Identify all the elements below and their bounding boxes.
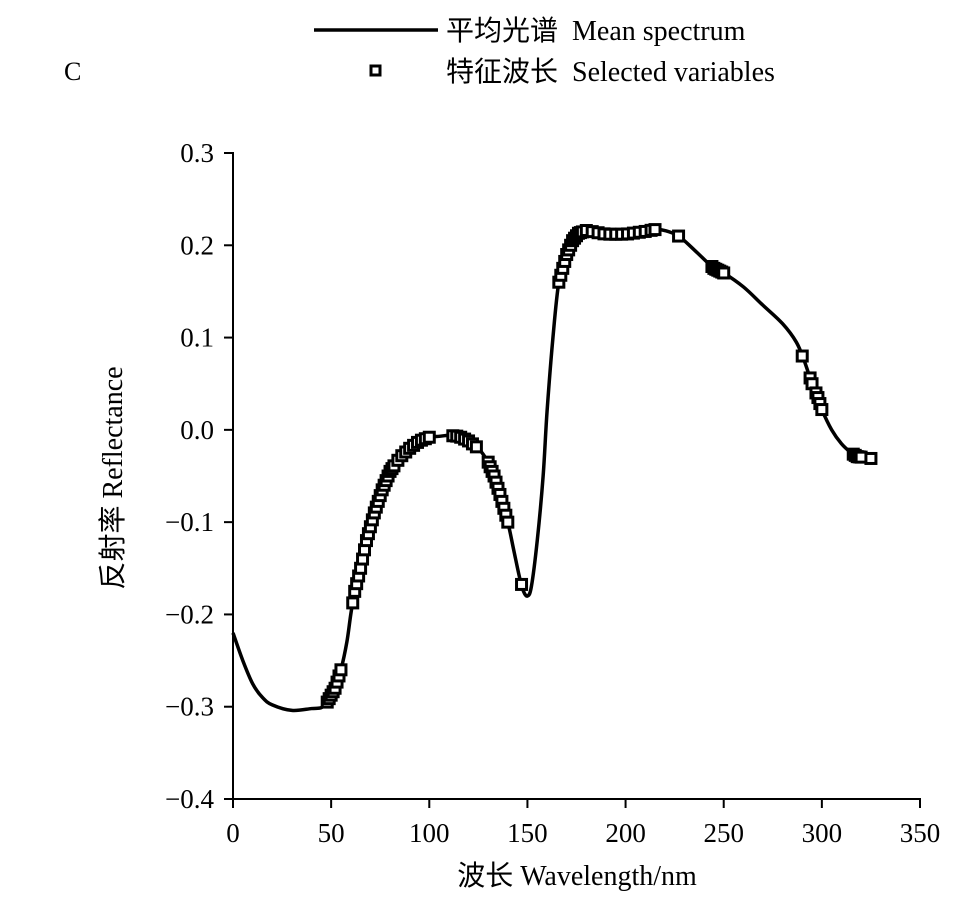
selected-variable-marker: [717, 266, 731, 280]
y-axis-label: 反射率 Reflectance: [97, 366, 129, 589]
selected-variable-marker: [672, 229, 686, 243]
legend-label-selected: 特征波长 Selected variables: [446, 56, 775, 88]
y-tick-label: 0.0: [180, 415, 214, 445]
y-tick-label: −0.1: [165, 507, 214, 537]
y-tick-label: 0.3: [180, 138, 214, 168]
selected-variable-marker: [515, 577, 529, 591]
x-tick-label: 150: [507, 818, 548, 848]
mean-spectrum-line: [231, 227, 872, 713]
x-tick-label: 300: [802, 818, 843, 848]
selected-variable-marker: [648, 223, 662, 237]
x-tick-label: 250: [703, 818, 744, 848]
x-tick-label: 200: [605, 818, 646, 848]
x-tick-label: 350: [900, 818, 941, 848]
selected-variable-marker: [346, 596, 360, 610]
legend-label-mean: 平均光谱 Mean spectrum: [446, 15, 746, 47]
y-tick-label: 0.2: [180, 230, 214, 260]
y-tick-label: 0.1: [180, 323, 214, 353]
selected-variable-marker: [795, 349, 809, 363]
selected-variable-marker: [334, 663, 348, 677]
x-tick-label: 100: [409, 818, 450, 848]
y-tick-label: −0.4: [165, 784, 214, 814]
legend: 平均光谱 Mean spectrum 特征波长 Selected variabl…: [314, 15, 775, 88]
y-tick-label: −0.3: [165, 692, 214, 722]
legend-marker-swatch: [369, 64, 382, 77]
x-tick-label: 50: [318, 818, 345, 848]
selected-variable-marker: [469, 440, 483, 454]
selected-variable-marker: [864, 451, 878, 465]
x-tick-label: 0: [226, 818, 240, 848]
y-tick-label: −0.2: [165, 599, 214, 629]
selected-variable-marker: [501, 515, 515, 529]
selected-variable-marker: [815, 403, 829, 417]
x-axis-label: 波长 Wavelength/nm: [457, 860, 697, 892]
panel-label: C: [64, 57, 81, 86]
selected-variable-marker: [422, 430, 436, 444]
